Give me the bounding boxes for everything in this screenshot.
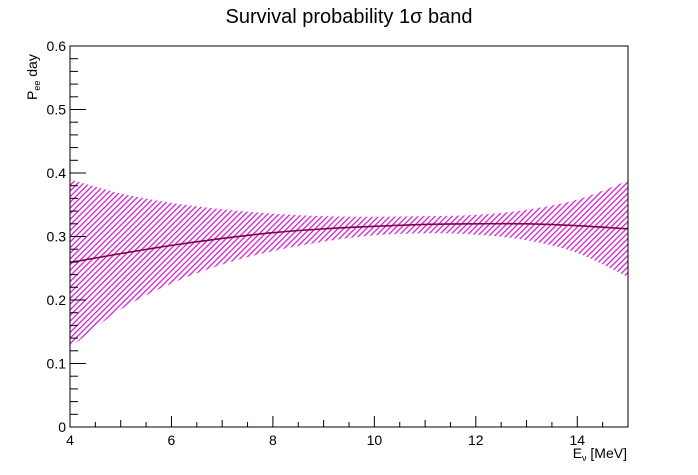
y-tick-label: 0.5 [47,102,67,118]
y-tick-label: 0.4 [47,165,67,181]
x-tick-label: 4 [66,432,74,448]
y-tick-label: 0.2 [47,292,67,308]
error-band [70,179,628,348]
central-line [69,222,629,264]
y-tick-label: 0.6 [47,38,67,54]
x-tick-label: 10 [367,432,383,448]
y-axis-label: Pee day [24,54,42,100]
x-axis-label: Eν [MeV] [573,445,627,463]
x-tick-label: 12 [468,432,484,448]
x-tick-label: 14 [569,432,585,448]
y-tick-label: 0.1 [47,356,67,372]
chart-title: Survival probability 1σ band [226,6,473,28]
x-tick-label: 6 [168,432,176,448]
x-tick-label: 8 [269,432,277,448]
y-tick-label: 0 [58,419,66,435]
y-tick-label: 0.3 [47,229,67,245]
